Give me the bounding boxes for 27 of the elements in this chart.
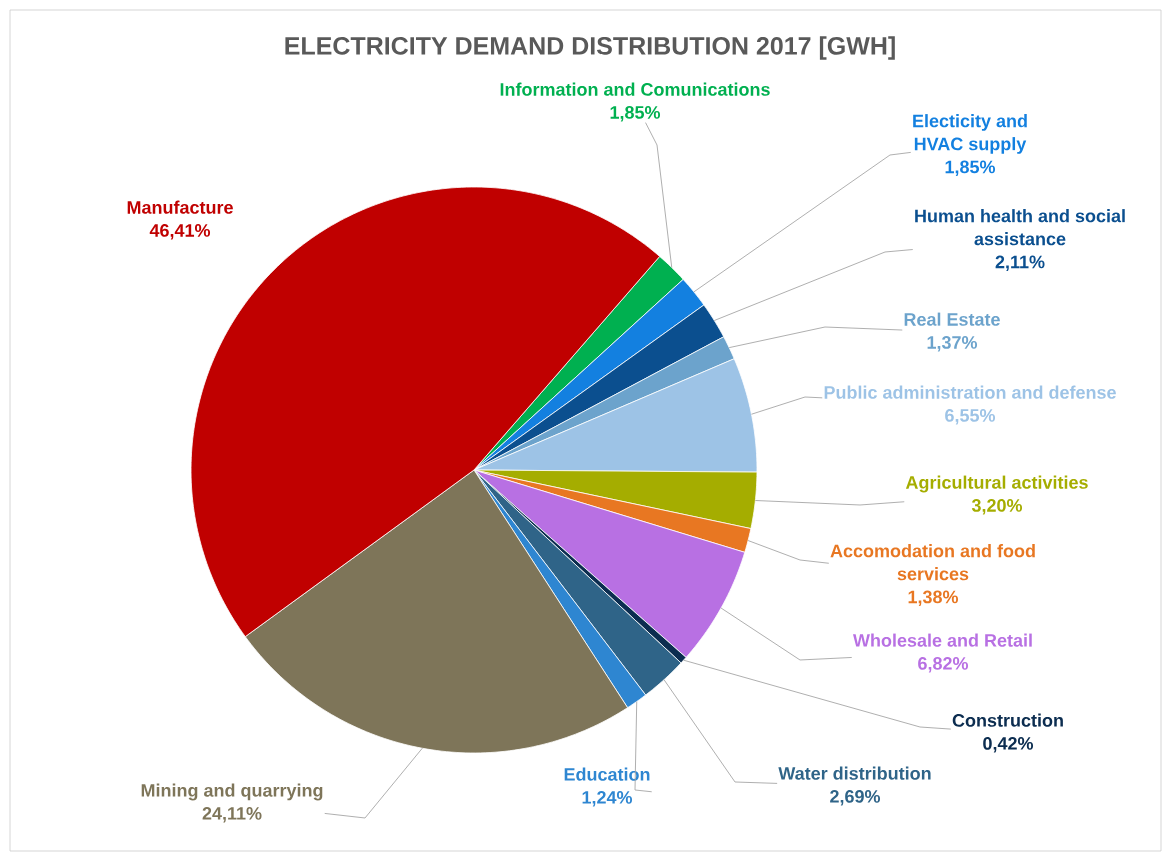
data-label: 1,37% [927, 336, 978, 352]
data-label: 1,85% [610, 106, 661, 122]
slice-label: Human health and social assistance [915, 209, 1125, 246]
slice-label: Manufacture [127, 200, 233, 214]
data-label: 24,11% [202, 807, 262, 823]
data-label: 1,85% [945, 160, 996, 176]
slice-label: Information and Comunications [500, 82, 770, 96]
data-label: 46,41% [149, 224, 211, 240]
slice-label: Construction [952, 713, 1063, 727]
data-label: 1,38% [908, 590, 959, 606]
slice-label: Mining and quarrying [141, 783, 323, 801]
data-label: 3,20% [971, 499, 1023, 515]
slice-label: Accomodation and food services [830, 544, 1035, 581]
data-label: 6,82% [918, 657, 969, 673]
slice-label: Education [564, 767, 650, 781]
slice-label: Water distribution [778, 766, 931, 780]
slice-label: Electicity and HVAC supply [913, 114, 1027, 154]
data-label: 2,11% [995, 255, 1045, 271]
data-label: 6,55% [945, 409, 996, 425]
data-label: 1,24% [582, 791, 633, 807]
chart-title: ELECTRICITY DEMAND DISTRIBUTION 2017 [GWH] [285, 36, 895, 60]
slice-label: Real Estate [904, 312, 1000, 326]
slice-label: Wholesale and Retail [852, 633, 1032, 647]
slice-label: Agricultural activities [905, 475, 1088, 493]
data-label: 0,42% [983, 737, 1034, 753]
slice-label: Public administration and defense [824, 385, 1116, 399]
data-label: 2,69% [830, 790, 881, 806]
